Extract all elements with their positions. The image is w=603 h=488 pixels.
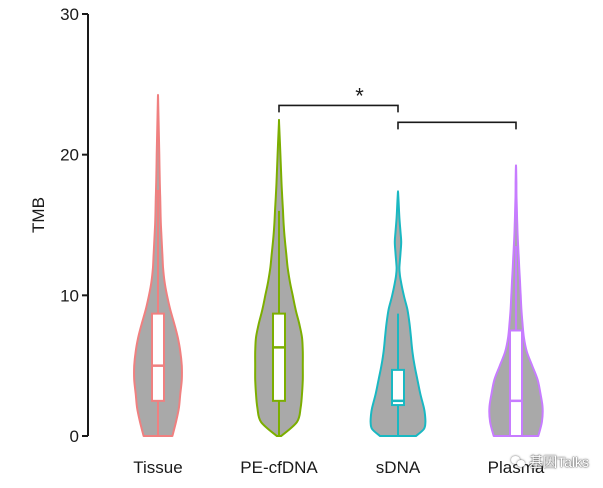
wechat-icon <box>511 456 526 468</box>
box <box>272 312 286 402</box>
x-category-label: PE-cfDNA <box>240 458 318 477</box>
y-tick-label: 20 <box>60 146 79 165</box>
x-category-label: Plasma <box>488 458 545 477</box>
significance-bracket <box>397 121 517 130</box>
x-axis-labels: Tissue PE-cfDNA sDNA Plasma <box>133 458 545 477</box>
watermark: 基因Talks <box>511 452 589 472</box>
violins <box>133 93 544 437</box>
y-tick-label: 0 <box>70 427 79 446</box>
significance-star: * <box>355 83 364 108</box>
y-tick-label: 30 <box>60 5 79 24</box>
box <box>391 368 405 407</box>
significance-bracket <box>278 104 399 113</box>
y-tick-label: 10 <box>60 286 79 305</box>
x-category-label: Tissue <box>133 458 182 477</box>
watermark-text: 基因Talks <box>529 454 589 470</box>
box <box>151 312 165 402</box>
significance-annotations: * <box>278 83 517 130</box>
x-category-label: sDNA <box>376 458 421 477</box>
y-axis: 0 10 20 30 <box>60 5 89 446</box>
box <box>509 329 523 437</box>
y-axis-title: TMB <box>29 197 48 233</box>
